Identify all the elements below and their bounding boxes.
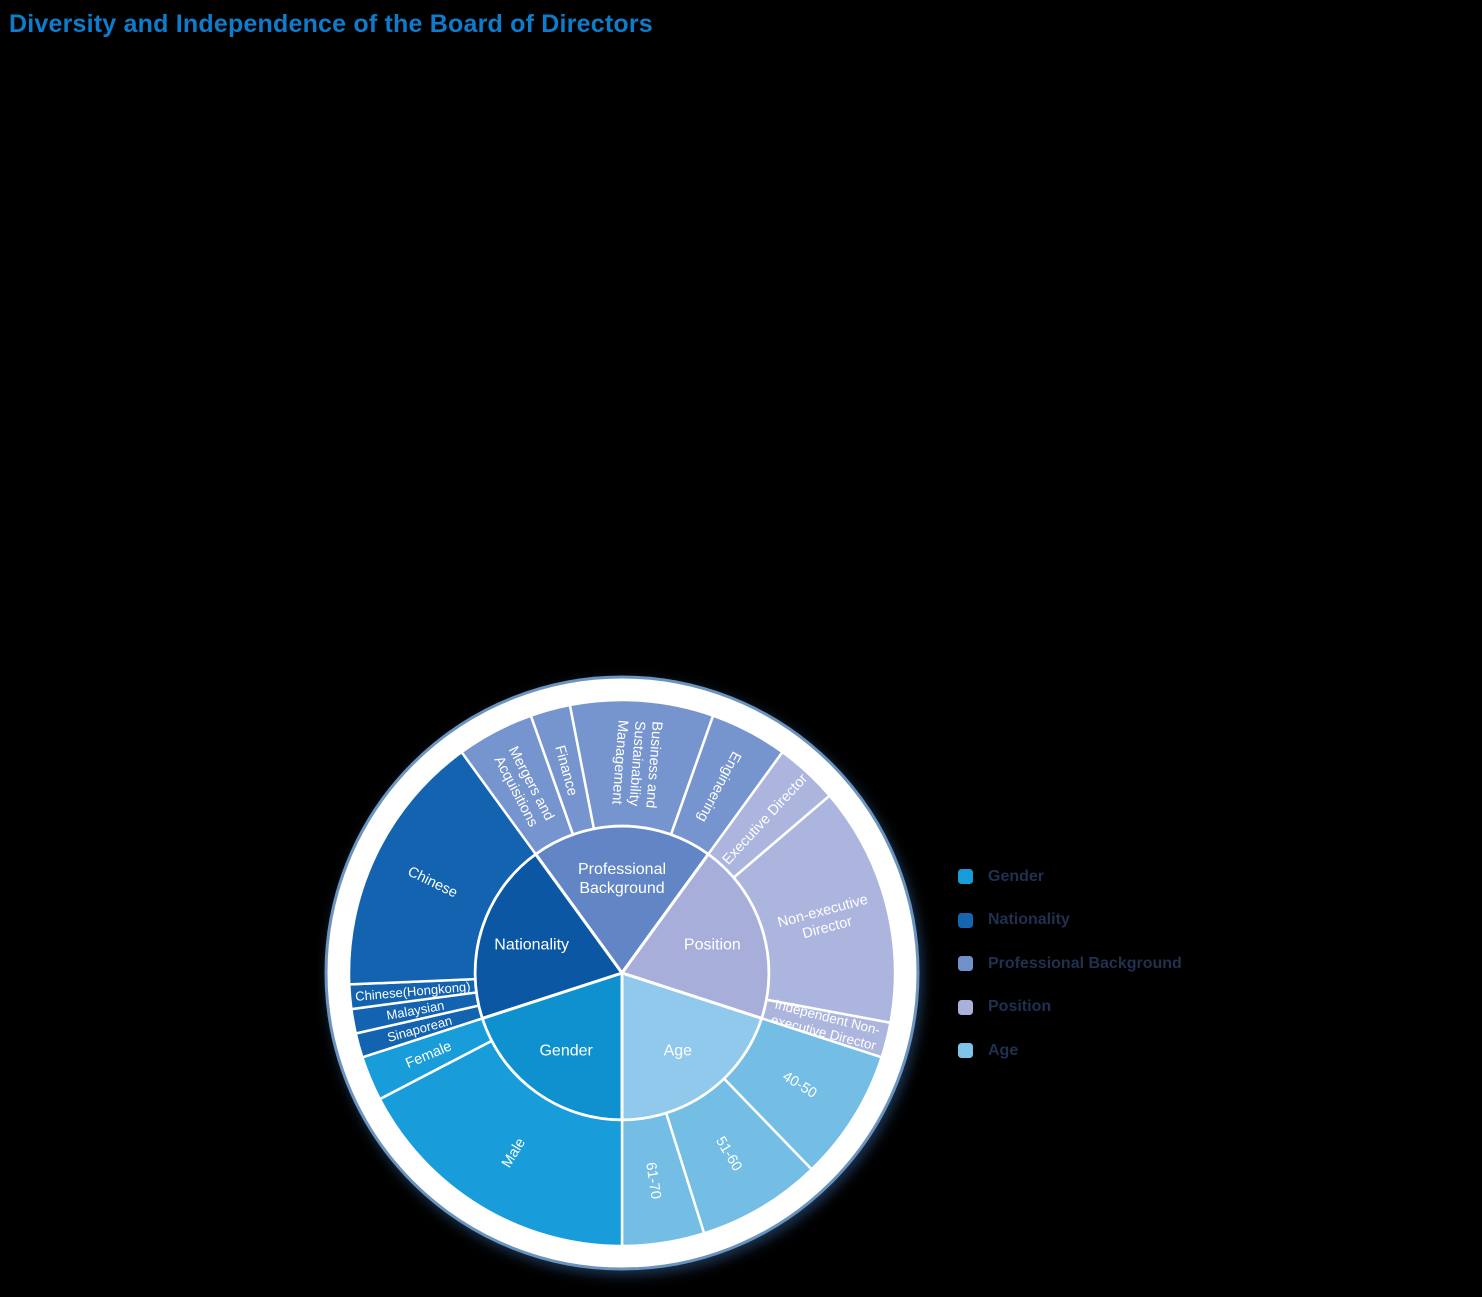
legend-label-age: Age bbox=[988, 1041, 1019, 1059]
legend-swatch-professional-background bbox=[958, 956, 973, 972]
legend-label-professional-background: Professional Background bbox=[988, 954, 1182, 972]
segment-business-and-sustainability-management[interactable] bbox=[568, 698, 715, 836]
chart-legend: Gender Nationality Professional Background… bbox=[958, 855, 1182, 1073]
legend-item-nationality[interactable]: Nationality bbox=[958, 899, 1182, 943]
segment-chinese[interactable] bbox=[347, 750, 537, 986]
legend-swatch-age bbox=[958, 1043, 973, 1059]
legend-item-position[interactable]: Position bbox=[958, 986, 1182, 1030]
legend-item-gender[interactable]: Gender bbox=[958, 855, 1182, 899]
legend-swatch-position bbox=[958, 999, 973, 1015]
legend-swatch-nationality bbox=[958, 912, 973, 928]
legend-swatch-gender bbox=[958, 869, 973, 885]
legend-item-age[interactable]: Age bbox=[958, 1029, 1182, 1073]
legend-label-position: Position bbox=[988, 998, 1052, 1016]
legend-label-nationality: Nationality bbox=[988, 911, 1070, 929]
segment-male[interactable] bbox=[378, 1039, 624, 1248]
page-title: Diversity and Independence of the Board … bbox=[9, 10, 653, 38]
segment-non-executive-director[interactable] bbox=[732, 794, 897, 1024]
legend-item-professional-background[interactable]: Professional Background bbox=[958, 942, 1182, 986]
legend-label-gender: Gender bbox=[988, 867, 1045, 885]
segment-51-60[interactable] bbox=[664, 1077, 813, 1235]
